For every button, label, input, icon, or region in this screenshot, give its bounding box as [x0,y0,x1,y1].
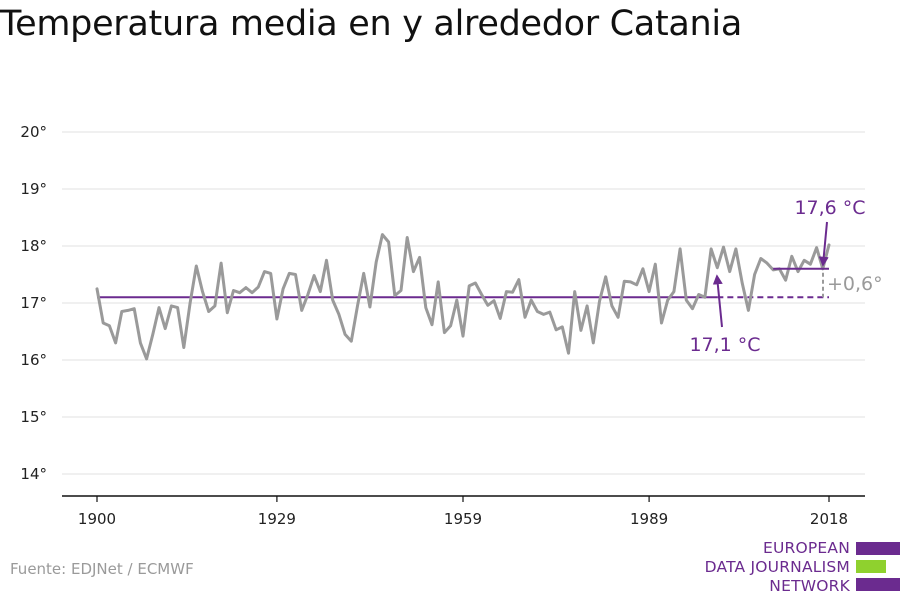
recent-mean-arrow [818,221,829,267]
x-axis: 1900 1929 1959 1989 2018 [62,495,865,528]
y-tick-label-17: 17° [20,294,47,312]
baseline-label: 17,1 °C [689,334,760,356]
x-tick-label-2018: 2018 [810,510,848,528]
series-line-0 [95,233,831,361]
recent-mean-label: 17,6 °C [794,197,865,219]
grid [62,131,865,475]
edjnet-logo[interactable]: EUROPEAN DATA JOURNALISM NETWORK [700,539,900,595]
y-tick-label-20: 20° [20,123,47,141]
series-group [95,233,831,361]
logo-line-1: EUROPEAN [762,539,850,557]
y-tick-label-15: 15° [20,408,47,426]
x-tick-label-1959: 1959 [444,510,482,528]
x-tick-label-1929: 1929 [258,510,296,528]
logo-bar-top [856,542,900,555]
logo-bar-bottom [856,578,900,591]
y-tick-label-14: 14° [20,465,47,483]
y-axis-ticks: 14° 15° 16° 17° 18° 19° 20° [20,123,47,483]
source-note: Fuente: EDJNet / ECMWF [10,560,194,578]
logo-line-3: NETWORK [769,577,850,595]
y-tick-label-19: 19° [20,180,47,198]
y-tick-label-16: 16° [20,351,47,369]
y-tick-label-18: 18° [20,237,47,255]
logo-line-2: DATA JOURNALISM [704,558,850,576]
difference-label: +0,6° [827,273,883,295]
annotations: +0,6° 17,6 °C 17,1 °C [689,197,882,356]
logo-bar-mid [856,560,886,573]
baseline-arrow [712,274,723,328]
x-tick-label-1900: 1900 [78,510,116,528]
chart-title: Temperatura media en y alrededor Catania [0,4,742,44]
x-tick-label-1989: 1989 [630,510,668,528]
